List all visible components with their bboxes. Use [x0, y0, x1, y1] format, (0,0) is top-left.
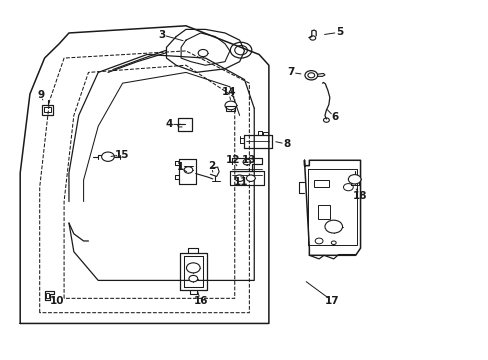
Circle shape	[102, 152, 114, 161]
Text: 6: 6	[330, 112, 338, 122]
Text: 10: 10	[49, 296, 64, 306]
Circle shape	[246, 175, 255, 181]
Circle shape	[325, 220, 342, 233]
Bar	[178, 118, 191, 131]
Text: 5: 5	[335, 27, 343, 37]
Text: 3: 3	[158, 30, 165, 40]
Text: 2: 2	[207, 161, 215, 171]
Text: 16: 16	[193, 296, 207, 306]
Text: 11: 11	[233, 177, 248, 187]
Text: 18: 18	[352, 191, 367, 201]
Circle shape	[183, 167, 192, 173]
Text: 8: 8	[283, 139, 290, 149]
Text: 1: 1	[176, 162, 183, 172]
Text: 9: 9	[37, 90, 44, 100]
Bar	[44, 107, 51, 112]
Circle shape	[235, 175, 244, 181]
Text: 7: 7	[286, 67, 294, 77]
Text: 17: 17	[325, 296, 339, 306]
Bar	[42, 105, 53, 115]
Circle shape	[186, 263, 200, 273]
Circle shape	[243, 159, 250, 165]
Bar	[314, 180, 328, 187]
Text: 13: 13	[242, 155, 256, 165]
Bar	[317, 205, 329, 220]
Text: 14: 14	[221, 87, 236, 97]
Text: 12: 12	[225, 155, 240, 165]
Text: 15: 15	[114, 150, 129, 160]
Bar	[226, 106, 235, 111]
Text: 4: 4	[165, 120, 172, 129]
Circle shape	[224, 101, 236, 110]
Circle shape	[347, 175, 360, 184]
Circle shape	[188, 275, 197, 282]
Circle shape	[198, 49, 207, 57]
